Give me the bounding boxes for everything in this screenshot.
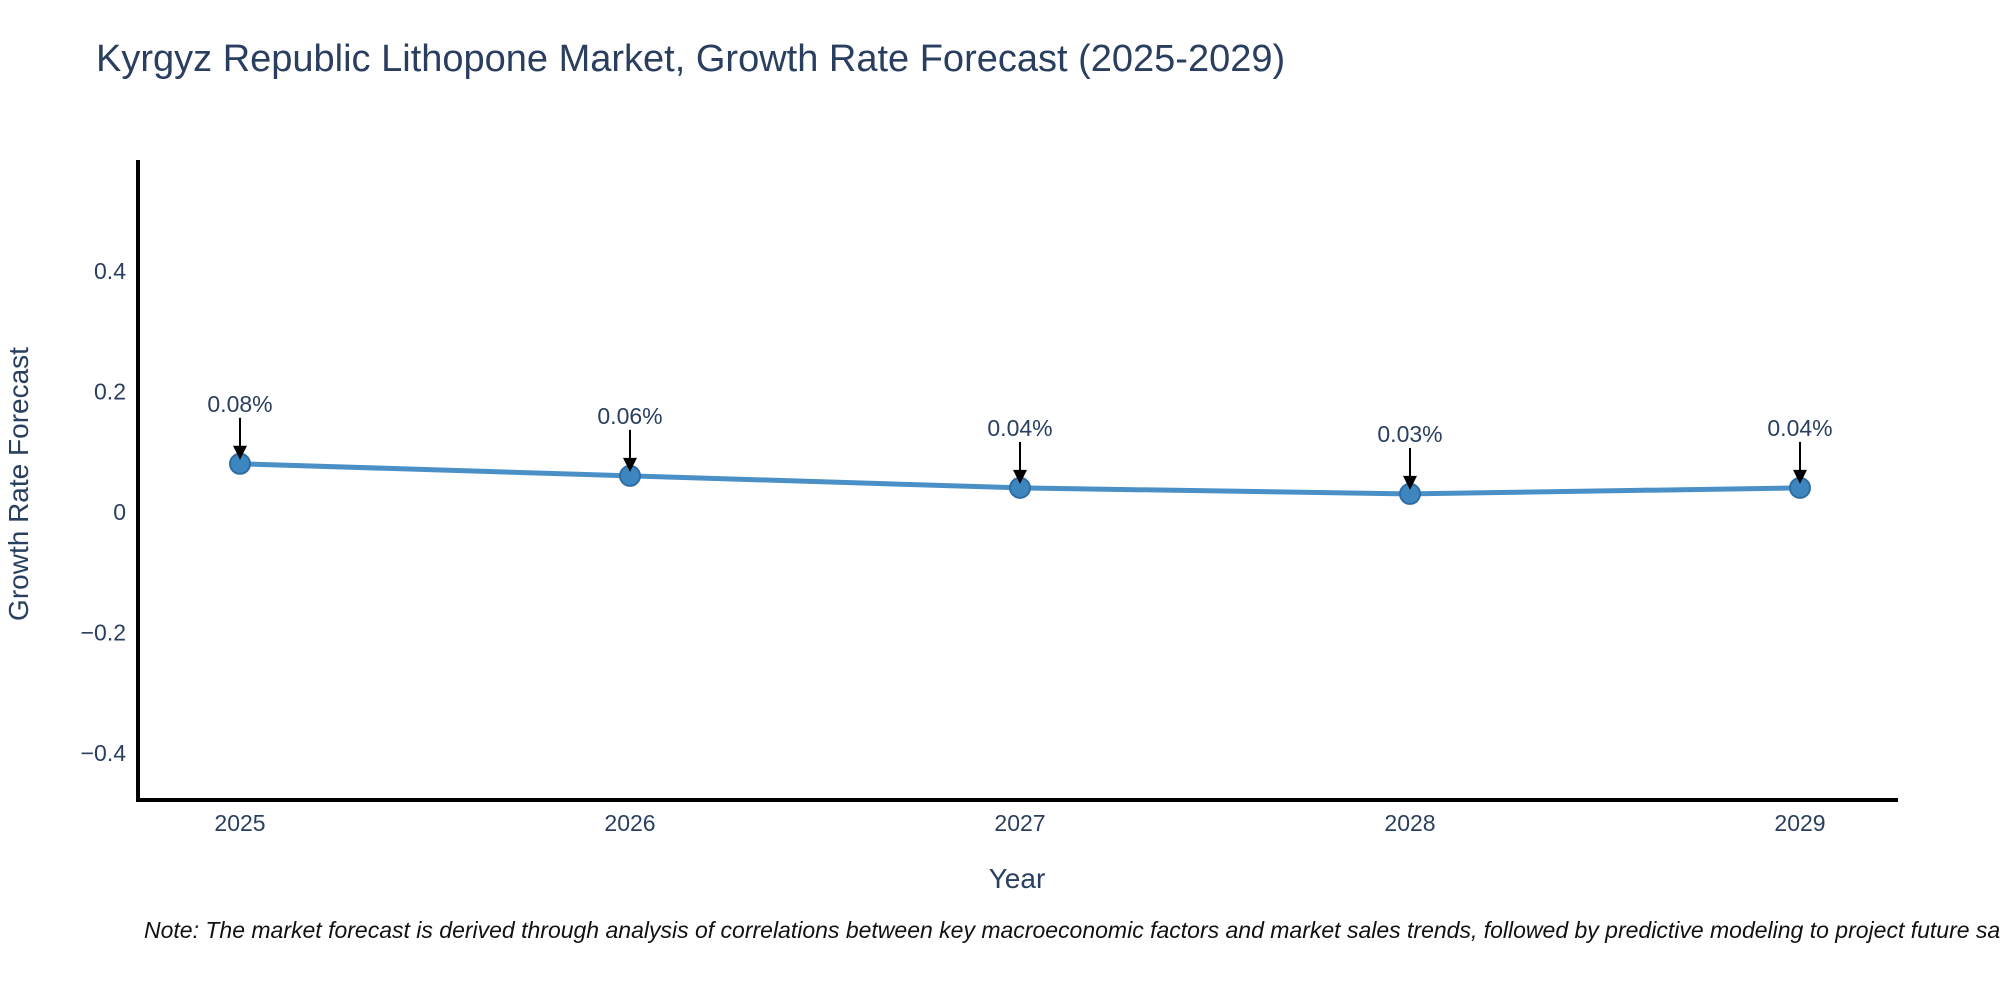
point-annotations: 0.08% 0.06% 0.04% 0.03% 0.04% [207, 391, 1833, 490]
annotation-arrow-head [233, 445, 247, 460]
y-tick-label: −0.2 [81, 620, 126, 646]
tick-labels: 0.4 0.2 0 −0.2 −0.4 2025 2026 2027 2028 2029 [81, 258, 1826, 836]
data-series [229, 452, 1811, 505]
annotation-label: 0.04% [1767, 415, 1832, 441]
x-tick-label: 2028 [1384, 810, 1435, 836]
chart-title: Kyrgyz Republic Lithopone Market, Growth… [96, 38, 1286, 80]
y-axis-title: Growth Rate Forecast [3, 347, 34, 621]
annotation-arrow-head [1013, 469, 1027, 484]
y-tick-label: 0 [113, 499, 126, 525]
footnote: Note: The market forecast is derived thr… [144, 917, 2000, 943]
y-tick-label: −0.4 [81, 740, 127, 766]
y-tick-label: 0.2 [94, 379, 126, 405]
annotation-arrow-head [1403, 475, 1417, 490]
annotation-label: 0.04% [987, 415, 1052, 441]
x-tick-label: 2025 [214, 810, 265, 836]
x-axis-title: Year [989, 863, 1046, 894]
annotation-label: 0.06% [597, 403, 662, 429]
x-tick-label: 2026 [604, 810, 655, 836]
annotation-arrow-head [1793, 469, 1807, 484]
annotation-label: 0.03% [1377, 421, 1442, 447]
annotation-label: 0.08% [207, 391, 272, 417]
x-tick-label: 2027 [994, 810, 1045, 836]
y-tick-label: 0.4 [94, 258, 126, 284]
x-tick-label: 2029 [1774, 810, 1825, 836]
annotation-arrow-head [623, 457, 637, 472]
